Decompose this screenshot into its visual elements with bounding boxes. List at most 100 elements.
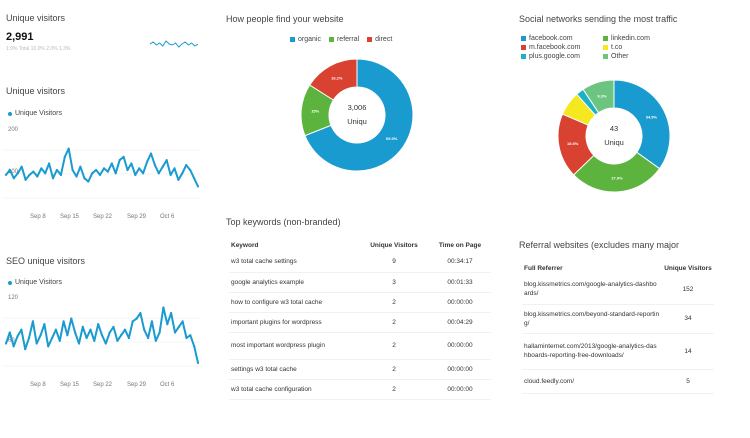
data-point[interactable] bbox=[170, 312, 173, 315]
data-point[interactable] bbox=[162, 306, 165, 309]
data-point[interactable] bbox=[142, 172, 145, 175]
data-point[interactable] bbox=[123, 328, 127, 331]
table-row[interactable]: how to configure w3 total cache 2 00:00:00 bbox=[229, 292, 491, 313]
referrer-cell[interactable]: blog.kissmetrics.com/beyond-standard-rep… bbox=[522, 304, 662, 334]
data-point[interactable] bbox=[83, 177, 86, 180]
legend-item-other[interactable]: Other bbox=[603, 53, 673, 60]
data-point[interactable] bbox=[44, 172, 47, 175]
data-point[interactable] bbox=[126, 168, 129, 172]
how-find-donut-chart[interactable]: 69.0% 15% 16.2% bbox=[297, 55, 417, 175]
data-point[interactable] bbox=[66, 334, 69, 337]
data-point[interactable] bbox=[47, 345, 50, 348]
data-point[interactable] bbox=[98, 173, 102, 176]
data-point[interactable] bbox=[81, 325, 84, 328]
data-point[interactable] bbox=[150, 320, 153, 323]
data-point[interactable] bbox=[158, 331, 161, 334]
data-point[interactable] bbox=[16, 335, 19, 338]
data-point[interactable] bbox=[8, 331, 11, 334]
data-point[interactable] bbox=[55, 168, 59, 172]
data-point[interactable] bbox=[116, 339, 119, 342]
column-header-time-on-page[interactable]: Time on Page bbox=[438, 242, 482, 249]
data-point[interactable] bbox=[110, 162, 113, 165]
data-point[interactable] bbox=[196, 185, 200, 188]
data-point[interactable] bbox=[114, 172, 117, 175]
donut-slice-other[interactable] bbox=[582, 79, 615, 114]
data-point[interactable] bbox=[135, 317, 138, 320]
data-point[interactable] bbox=[147, 336, 150, 340]
data-point[interactable] bbox=[63, 155, 66, 158]
referrer-cell[interactable]: blog.kissmetrics.com/google-analytics-da… bbox=[522, 275, 662, 305]
table-row[interactable]: blog.kissmetrics.com/beyond-standard-rep… bbox=[522, 304, 714, 334]
data-point[interactable] bbox=[173, 331, 177, 334]
table-row[interactable]: hallaminternet.com/2013/google-analytics… bbox=[522, 333, 714, 370]
data-point[interactable] bbox=[177, 178, 180, 181]
data-point[interactable] bbox=[185, 164, 188, 167]
data-point[interactable] bbox=[85, 336, 88, 340]
data-point[interactable] bbox=[181, 320, 184, 323]
data-point[interactable] bbox=[112, 325, 115, 328]
data-point[interactable] bbox=[106, 170, 109, 173]
data-point[interactable] bbox=[62, 320, 65, 323]
referrer-cell[interactable]: hallaminternet.com/2013/google-analytics… bbox=[522, 333, 662, 370]
data-point[interactable] bbox=[173, 167, 176, 170]
column-header-full-referrer[interactable]: Full Referrer bbox=[524, 265, 563, 272]
data-point[interactable] bbox=[79, 165, 82, 168]
referrer-cell[interactable]: cloud.feedly.com/ bbox=[522, 369, 662, 394]
legend-item-organic[interactable]: organic bbox=[290, 36, 321, 43]
data-point[interactable] bbox=[177, 325, 180, 328]
data-point[interactable] bbox=[20, 328, 23, 331]
data-point[interactable] bbox=[189, 168, 192, 172]
data-point[interactable] bbox=[157, 172, 160, 175]
data-point[interactable] bbox=[16, 172, 19, 175]
data-point[interactable] bbox=[35, 342, 38, 345]
table-row[interactable]: w3 total cache configuration 2 00:00:00 bbox=[229, 379, 491, 400]
table-row[interactable]: google analytics example 3 00:01:33 bbox=[229, 272, 491, 293]
donut-slice-direct[interactable] bbox=[309, 58, 358, 101]
column-header-unique-visitors[interactable]: Unique Visitors bbox=[370, 242, 418, 249]
data-point[interactable] bbox=[185, 336, 188, 340]
data-point[interactable] bbox=[59, 173, 63, 176]
data-point[interactable] bbox=[138, 167, 141, 170]
data-point[interactable] bbox=[93, 339, 96, 342]
legend-item-referral[interactable]: referral bbox=[328, 36, 359, 43]
data-point[interactable] bbox=[143, 328, 146, 331]
legend-item-m-facebook[interactable]: m.facebook.com bbox=[521, 44, 603, 51]
data-point[interactable] bbox=[54, 328, 58, 331]
table-row[interactable]: cloud.feedly.com/5 bbox=[522, 369, 714, 394]
table-row[interactable]: settings w3 total cache 2 00:00:00 bbox=[229, 359, 491, 380]
data-point[interactable] bbox=[100, 334, 104, 337]
data-point[interactable] bbox=[75, 175, 78, 178]
data-point[interactable] bbox=[89, 328, 92, 331]
data-point[interactable] bbox=[131, 320, 134, 323]
data-point[interactable] bbox=[4, 342, 8, 345]
data-point[interactable] bbox=[104, 342, 107, 345]
table-row[interactable]: w3 total cache settings 9 00:34:17 bbox=[229, 252, 491, 273]
data-point[interactable] bbox=[149, 152, 153, 155]
data-point[interactable] bbox=[32, 170, 35, 173]
unique-visitors-legend[interactable]: Unique Visitors bbox=[8, 110, 62, 117]
data-point[interactable] bbox=[127, 336, 130, 340]
data-point[interactable] bbox=[27, 336, 31, 340]
data-point[interactable] bbox=[166, 323, 169, 326]
data-point[interactable] bbox=[108, 331, 111, 334]
data-point[interactable] bbox=[139, 312, 142, 315]
data-point[interactable] bbox=[20, 165, 23, 168]
column-header-unique-visitors[interactable]: Unique Visitors bbox=[664, 265, 712, 272]
column-header-keyword[interactable]: Keyword bbox=[231, 242, 259, 249]
data-point[interactable] bbox=[43, 323, 46, 326]
data-point[interactable] bbox=[161, 165, 164, 168]
data-point[interactable] bbox=[193, 177, 196, 180]
data-point[interactable] bbox=[24, 348, 27, 351]
data-point[interactable] bbox=[193, 345, 196, 348]
data-point[interactable] bbox=[120, 334, 123, 337]
legend-item-linkedin[interactable]: linkedin.com bbox=[603, 35, 673, 42]
legend-item-direct[interactable]: direct bbox=[367, 36, 392, 43]
data-point[interactable] bbox=[39, 334, 42, 337]
data-point[interactable] bbox=[189, 334, 192, 337]
data-point[interactable] bbox=[165, 159, 168, 162]
data-point[interactable] bbox=[12, 345, 15, 348]
data-point[interactable] bbox=[40, 167, 43, 170]
data-point[interactable] bbox=[31, 320, 34, 323]
data-point[interactable] bbox=[24, 178, 27, 181]
legend-item-facebook[interactable]: facebook.com bbox=[521, 35, 603, 42]
